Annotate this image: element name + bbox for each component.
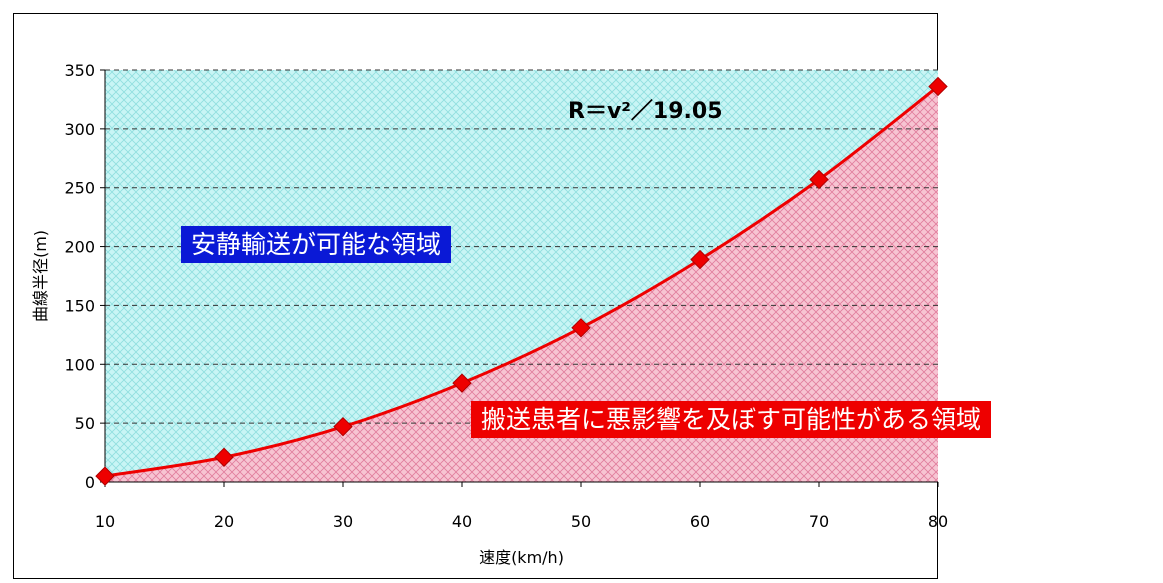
region-label-danger: 搬送患者に悪影響を及ぼす可能性がある領域 (471, 401, 992, 438)
x-tick-label: 40 (452, 512, 472, 531)
region-label-safe: 安静輸送が可能な領域 (181, 226, 452, 263)
x-tick-label: 80 (928, 512, 948, 531)
y-tick-label: 150 (64, 296, 95, 315)
x-tick-label: 10 (95, 512, 115, 531)
y-tick-label: 250 (64, 179, 95, 198)
data-point (95, 466, 115, 486)
y-tick-label: 50 (75, 414, 95, 433)
x-tick-label: 30 (333, 512, 353, 531)
x-tick-label: 50 (571, 512, 591, 531)
data-point (571, 318, 591, 338)
data-point (452, 373, 472, 393)
y-tick-label: 350 (64, 61, 95, 80)
y-tick-label: 0 (85, 473, 95, 492)
x-tick-label: 20 (214, 512, 234, 531)
data-point (690, 249, 710, 270)
y-axis-title: 曲線半径(m) (31, 230, 50, 322)
x-tick-label: 60 (690, 512, 710, 531)
region-danger-fill (105, 86, 938, 482)
x-axis-title: 速度(km/h) (479, 548, 564, 567)
y-tick-label: 300 (64, 120, 95, 139)
data-point (214, 447, 234, 467)
formula-annotation: R＝v²／19.05 (568, 99, 723, 124)
data-point (333, 416, 353, 437)
y-tick-label: 200 (64, 238, 95, 257)
y-tick-label: 100 (64, 355, 95, 374)
x-tick-label: 70 (809, 512, 829, 531)
data-point (809, 169, 829, 190)
region-safe-fill (105, 70, 938, 477)
data-point (928, 76, 948, 97)
